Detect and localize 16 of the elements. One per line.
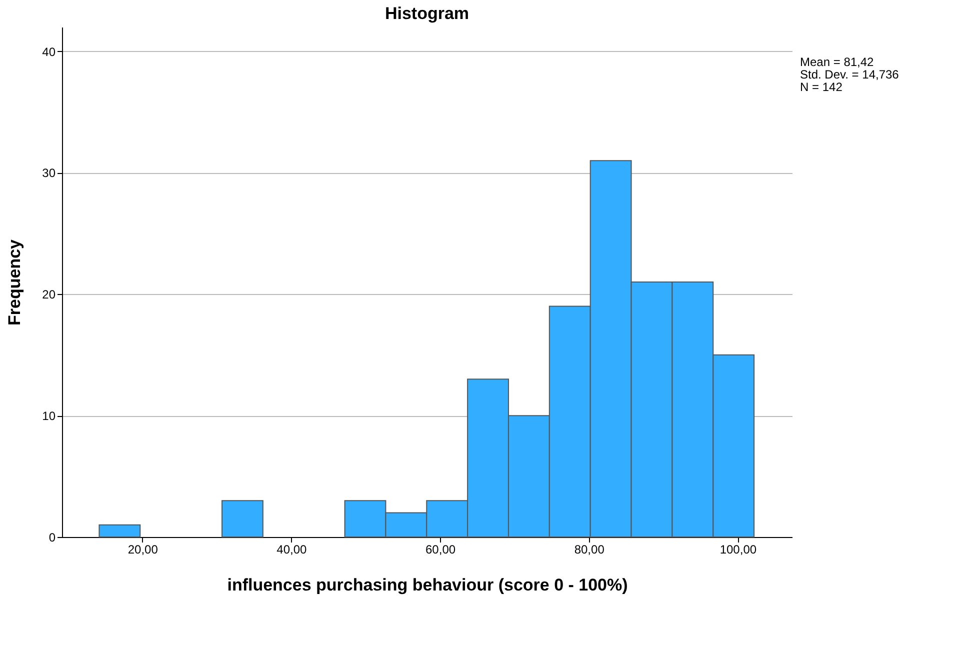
y-tick-label: 30 xyxy=(42,166,56,180)
text: Std. Dev. = 14,736 xyxy=(800,68,900,82)
chart-title: Histogram xyxy=(384,4,470,23)
text: N = 142 xyxy=(800,80,843,94)
x-tick-label: 60,00 xyxy=(426,542,456,556)
x-tick-label: 80,00 xyxy=(574,542,605,556)
y-axis-title: Frequency xyxy=(5,238,24,326)
text: Mean = 81,42 xyxy=(800,55,874,69)
x-tick-label: 20,00 xyxy=(128,542,158,556)
y-tick-label: 10 xyxy=(42,409,56,424)
x-axis-title: influences purchasing behaviour (score 0 - 100%) xyxy=(227,576,628,594)
x-tick-label: 100,00 xyxy=(720,542,757,556)
y-tick-label: 40 xyxy=(42,44,56,59)
y-tick-label: 0 xyxy=(48,530,56,544)
x-tick-label: 40,00 xyxy=(276,542,308,556)
y-tick-label: 20 xyxy=(42,288,56,302)
